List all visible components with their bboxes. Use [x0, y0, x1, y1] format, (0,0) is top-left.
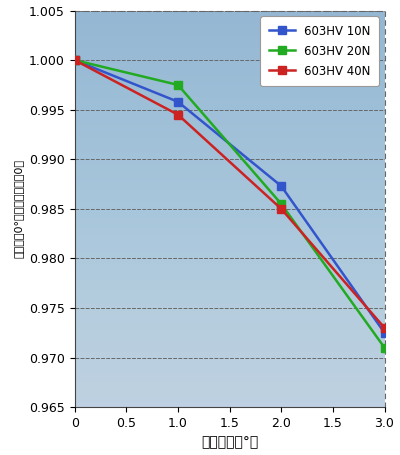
Line: 603HV 10N: 603HV 10N — [71, 56, 388, 337]
603HV 20N — [72, 57, 77, 63]
X-axis label: 傾き角度（°）: 傾き角度（°） — [201, 435, 258, 450]
603HV 40N — [279, 206, 284, 212]
603HV 20N — [279, 201, 284, 207]
Line: 603HV 20N: 603HV 20N — [71, 56, 388, 352]
603HV 20N — [382, 345, 387, 350]
603HV 40N — [72, 57, 77, 63]
Line: 603HV 40N: 603HV 40N — [71, 56, 388, 332]
603HV 40N — [176, 112, 180, 117]
603HV 40N — [382, 325, 387, 331]
603HV 10N — [176, 99, 180, 105]
603HV 10N — [382, 330, 387, 335]
Legend: 603HV 10N, 603HV 20N, 603HV 40N: 603HV 10N, 603HV 20N, 603HV 40N — [260, 16, 379, 86]
Y-axis label: 測定値の0°に対する比率（0）: 測定値の0°に対する比率（0） — [14, 159, 24, 258]
603HV 20N — [176, 82, 180, 88]
603HV 10N — [279, 183, 284, 189]
603HV 10N — [72, 57, 77, 63]
